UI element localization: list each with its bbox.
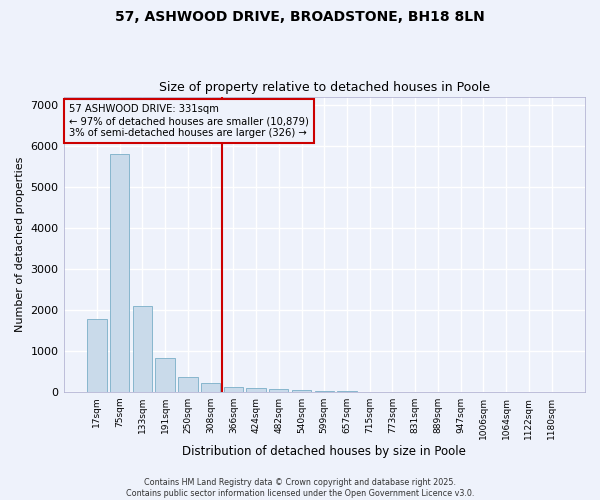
- Bar: [155, 358, 175, 392]
- Bar: [269, 389, 289, 392]
- Bar: [178, 377, 197, 392]
- X-axis label: Distribution of detached houses by size in Poole: Distribution of detached houses by size …: [182, 444, 466, 458]
- Bar: [110, 154, 130, 392]
- Bar: [224, 386, 243, 392]
- Text: 57, ASHWOOD DRIVE, BROADSTONE, BH18 8LN: 57, ASHWOOD DRIVE, BROADSTONE, BH18 8LN: [115, 10, 485, 24]
- Bar: [87, 319, 107, 392]
- Bar: [292, 390, 311, 392]
- Bar: [314, 391, 334, 392]
- Text: 57 ASHWOOD DRIVE: 331sqm
← 97% of detached houses are smaller (10,879)
3% of sem: 57 ASHWOOD DRIVE: 331sqm ← 97% of detach…: [69, 104, 308, 138]
- Text: Contains HM Land Registry data © Crown copyright and database right 2025.
Contai: Contains HM Land Registry data © Crown c…: [126, 478, 474, 498]
- Y-axis label: Number of detached properties: Number of detached properties: [15, 157, 25, 332]
- Bar: [247, 388, 266, 392]
- Bar: [201, 383, 220, 392]
- Title: Size of property relative to detached houses in Poole: Size of property relative to detached ho…: [159, 82, 490, 94]
- Bar: [133, 306, 152, 392]
